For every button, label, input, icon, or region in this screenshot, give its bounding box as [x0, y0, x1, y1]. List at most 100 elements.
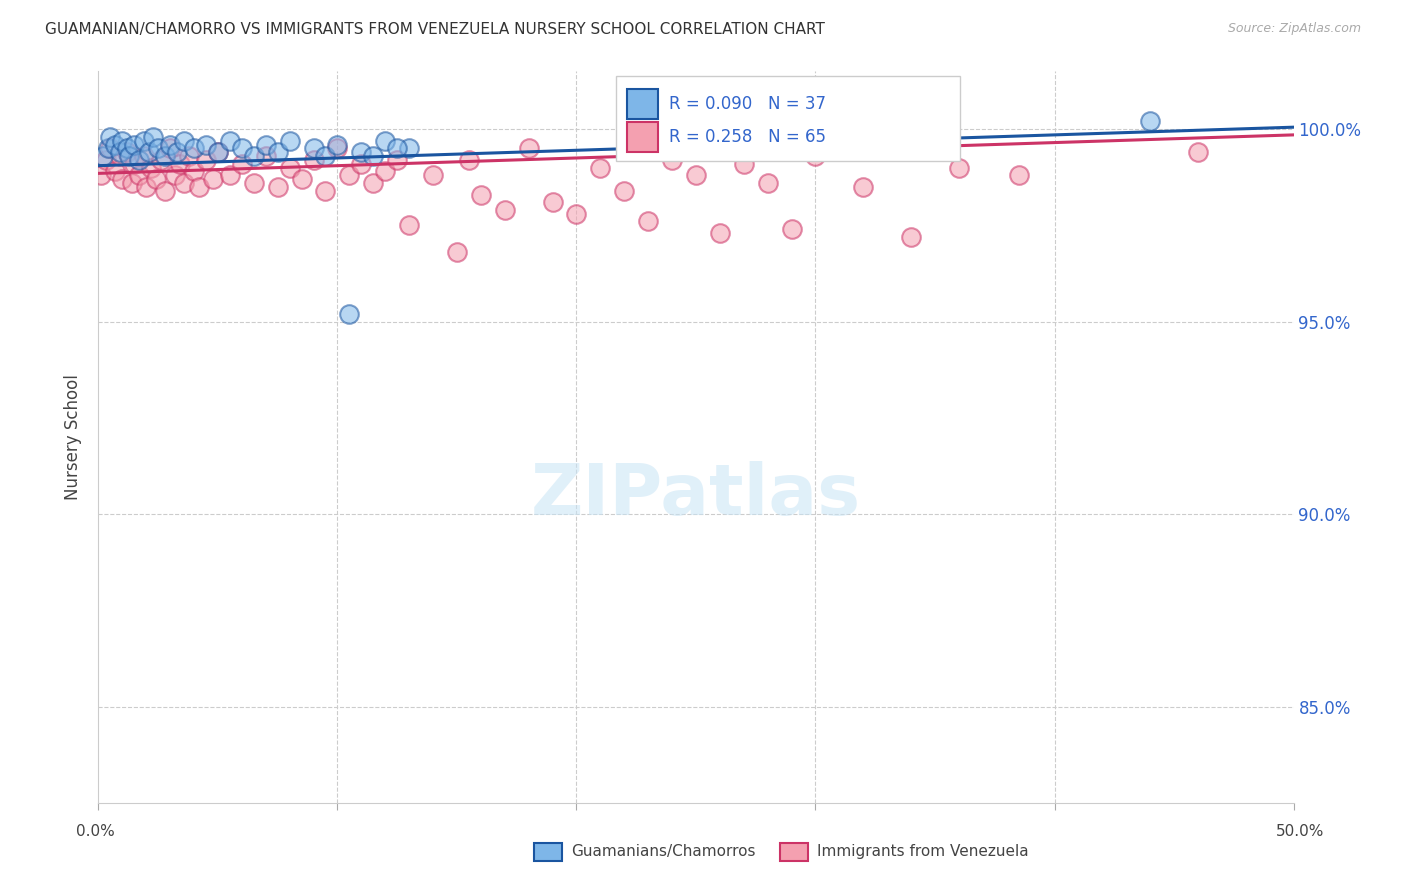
Point	[315, 149, 337, 163]
Point	[115, 145, 138, 160]
Point	[613, 184, 636, 198]
Point	[207, 145, 229, 160]
Point	[267, 179, 290, 194]
Point	[195, 137, 218, 152]
Point	[135, 179, 157, 194]
Text: Guamanians/Chamorros: Guamanians/Chamorros	[571, 845, 755, 859]
Point	[756, 176, 779, 190]
Point	[104, 164, 127, 178]
Point	[155, 184, 177, 198]
Point	[315, 184, 337, 198]
Point	[517, 141, 540, 155]
Point	[98, 141, 122, 155]
Point	[155, 149, 177, 163]
Point	[900, 230, 922, 244]
Point	[302, 141, 325, 155]
Point	[231, 141, 253, 155]
Point	[104, 137, 127, 152]
Text: 50.0%: 50.0%	[1277, 824, 1324, 838]
Point	[291, 172, 314, 186]
Point	[374, 134, 396, 148]
Point	[267, 145, 290, 160]
Point	[363, 149, 385, 163]
Point	[124, 137, 146, 152]
Point	[398, 219, 420, 233]
Point	[149, 153, 172, 167]
Point	[1187, 145, 1209, 160]
Point	[219, 169, 242, 183]
Point	[243, 149, 266, 163]
Point	[90, 169, 112, 183]
Point	[422, 169, 444, 183]
Point	[111, 172, 134, 186]
Point	[458, 153, 481, 167]
Text: R = 0.258   N = 65: R = 0.258 N = 65	[669, 128, 827, 146]
Point	[326, 141, 349, 155]
Point	[541, 195, 564, 210]
Point	[302, 153, 325, 167]
Point	[139, 161, 162, 175]
Point	[254, 149, 277, 163]
Point	[91, 149, 114, 163]
Point	[148, 141, 170, 155]
Point	[494, 202, 516, 217]
Point	[446, 245, 468, 260]
Point	[163, 169, 186, 183]
Point	[195, 153, 218, 167]
Point	[159, 141, 181, 155]
Point	[128, 169, 150, 183]
Point	[166, 145, 188, 160]
Point	[733, 157, 755, 171]
Point	[326, 137, 349, 152]
Point	[398, 141, 420, 155]
Point	[187, 179, 209, 194]
Point	[124, 157, 146, 171]
Point	[1139, 114, 1161, 128]
Point	[804, 149, 827, 163]
Point	[254, 137, 277, 152]
Point	[637, 214, 659, 228]
Point	[142, 129, 165, 144]
Point	[97, 141, 120, 155]
Point	[145, 172, 167, 186]
Point	[115, 141, 138, 155]
Point	[350, 157, 373, 171]
Point	[243, 176, 266, 190]
Point	[173, 176, 195, 190]
Point	[780, 222, 803, 236]
Point	[709, 226, 731, 240]
Point	[121, 176, 143, 190]
Text: GUAMANIAN/CHAMORRO VS IMMIGRANTS FROM VENEZUELA NURSERY SCHOOL CORRELATION CHART: GUAMANIAN/CHAMORRO VS IMMIGRANTS FROM VE…	[45, 22, 825, 37]
Point	[207, 145, 229, 160]
Point	[183, 164, 205, 178]
Text: 0.0%: 0.0%	[76, 824, 115, 838]
Point	[385, 141, 409, 155]
Point	[350, 145, 373, 160]
Point	[173, 134, 195, 148]
Point	[1008, 169, 1031, 183]
Point	[159, 137, 181, 152]
Y-axis label: Nursery School: Nursery School	[65, 374, 83, 500]
Text: R = 0.090   N = 37: R = 0.090 N = 37	[669, 95, 827, 113]
Point	[202, 172, 225, 186]
Point	[138, 145, 160, 160]
Point	[231, 157, 253, 171]
Point	[339, 169, 361, 183]
Point	[470, 187, 492, 202]
Point	[132, 134, 155, 148]
Point	[118, 149, 141, 163]
Point	[183, 141, 205, 155]
Point	[948, 161, 970, 175]
Point	[278, 134, 301, 148]
Text: Source: ZipAtlas.com: Source: ZipAtlas.com	[1227, 22, 1361, 36]
Point	[374, 164, 396, 178]
Point	[108, 149, 131, 163]
Point	[385, 153, 409, 167]
Point	[589, 161, 612, 175]
Text: ZIPatlas: ZIPatlas	[531, 461, 860, 530]
Point	[685, 169, 707, 183]
Point	[179, 149, 201, 163]
Point	[94, 153, 117, 167]
Point	[565, 207, 588, 221]
Point	[108, 145, 131, 160]
